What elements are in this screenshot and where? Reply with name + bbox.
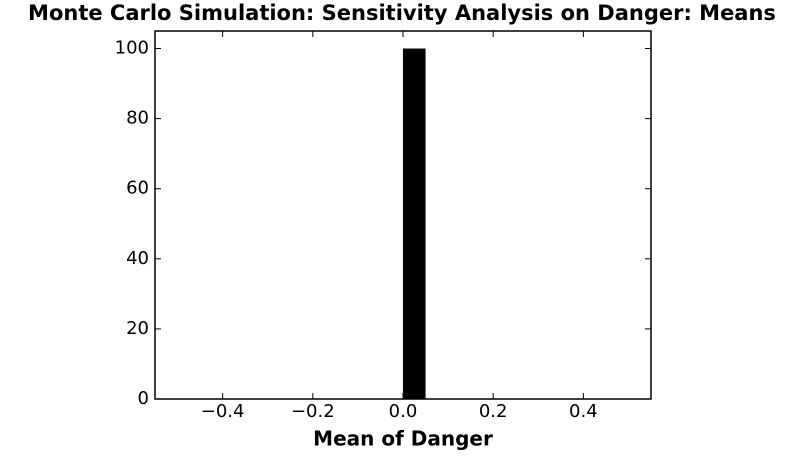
x-tick-label: 0.0 [389, 401, 418, 422]
x-tick-label: 0.4 [569, 401, 598, 422]
x-tick-label: 0.2 [479, 401, 508, 422]
bar [403, 48, 426, 400]
y-tick-label: 0 [138, 388, 149, 409]
y-tick-label: 100 [115, 38, 149, 59]
y-tick-label: 60 [126, 178, 149, 199]
chart-title: Monte Carlo Simulation: Sensitivity Anal… [28, 1, 776, 25]
x-axis-label: Mean of Danger [313, 427, 493, 451]
y-tick-label: 80 [126, 108, 149, 129]
x-tick-label: −0.2 [291, 401, 335, 422]
x-tick-label: −0.4 [201, 401, 245, 422]
y-tick-label: 40 [126, 248, 149, 269]
y-tick-label: 20 [126, 318, 149, 339]
